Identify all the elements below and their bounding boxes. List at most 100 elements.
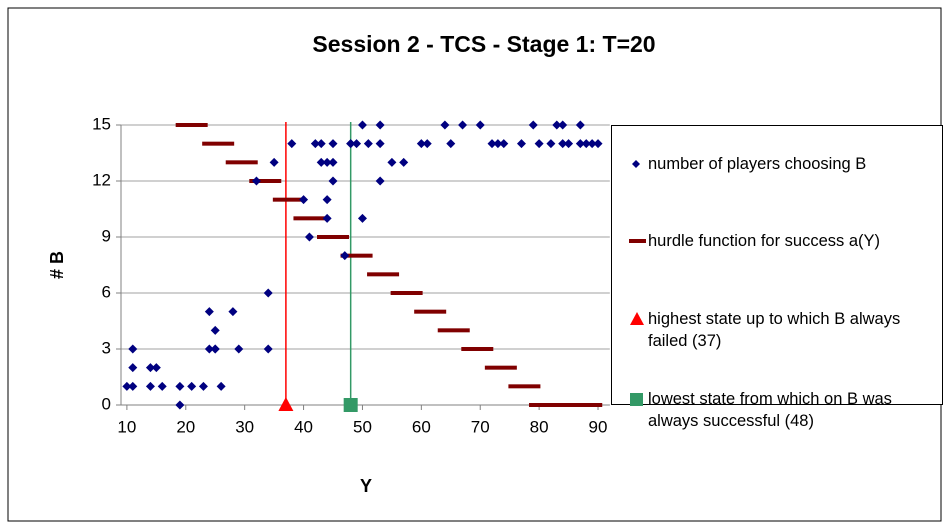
data-point (346, 139, 356, 149)
legend-entry: lowest state from which on B was always … (630, 388, 938, 432)
data-point (269, 157, 279, 167)
data-point (499, 139, 509, 149)
data-point (575, 139, 585, 149)
data-point (316, 139, 326, 149)
data-point (375, 139, 385, 149)
data-point (287, 139, 297, 149)
x-tick-label: 10 (117, 417, 136, 436)
hurdle-dash (414, 309, 447, 314)
data-point (363, 139, 373, 149)
hurdle-dash (202, 141, 235, 146)
x-tick-label: 80 (530, 417, 549, 436)
data-point (128, 363, 138, 373)
data-point (375, 176, 385, 186)
y-axis-label: # B (47, 251, 67, 279)
data-point (375, 120, 385, 130)
data-point (210, 344, 220, 354)
legend-swatch (630, 312, 644, 325)
data-point (234, 344, 244, 354)
legend-entry: hurdle function for success a(Y) (629, 230, 938, 252)
data-point (399, 157, 409, 167)
data-point (487, 139, 497, 149)
data-point (157, 381, 167, 391)
data-point (145, 381, 155, 391)
data-point (516, 139, 526, 149)
hurdle-dash (390, 291, 423, 295)
data-point (204, 307, 214, 317)
hurdle-dash (340, 253, 373, 258)
data-point (422, 139, 432, 149)
data-point (263, 344, 273, 354)
data-point (552, 120, 562, 130)
data-point (322, 213, 332, 223)
data-point (546, 139, 556, 149)
legend-icon (630, 312, 644, 325)
hurdle-dash (249, 179, 282, 183)
hurdle-dash (367, 272, 400, 277)
legend-label: hurdle function for success a(Y) (648, 232, 881, 250)
triangle-marker (278, 397, 294, 411)
y-tick-label: 15 (92, 114, 111, 133)
data-point (575, 120, 585, 130)
legend-swatch (629, 239, 646, 243)
y-tick-label: 6 (102, 282, 111, 301)
data-point (299, 195, 309, 205)
legend: number of players choosing B hurdle funct… (611, 125, 943, 430)
data-point (122, 381, 132, 391)
hurdle-dash (529, 403, 562, 407)
data-point (387, 157, 397, 167)
data-point (316, 157, 326, 167)
legend-entry: number of players choosing B (632, 153, 938, 175)
hurdle-dash (484, 365, 517, 370)
hurdle-dash (508, 384, 541, 389)
hurdle-dash (225, 160, 258, 165)
data-point (128, 344, 138, 354)
data-point (328, 139, 338, 149)
data-point (145, 363, 155, 373)
x-tick-label: 40 (294, 417, 313, 436)
data-point (458, 120, 468, 130)
data-point (446, 139, 456, 149)
hurdle-dash (461, 347, 494, 351)
data-point (204, 344, 214, 354)
data-point (151, 363, 161, 373)
data-point (558, 120, 568, 130)
data-point (328, 176, 338, 186)
data-point (340, 251, 350, 261)
data-point (587, 139, 597, 149)
x-tick-label: 70 (471, 417, 490, 436)
data-point (593, 139, 603, 149)
data-point (493, 139, 503, 149)
x-tick-label: 90 (589, 417, 608, 436)
data-point (198, 381, 208, 391)
legend-entry: highest state up to which B always faile… (630, 308, 938, 352)
data-point (322, 157, 332, 167)
data-point (357, 213, 367, 223)
legend-icon (629, 239, 646, 243)
data-point (416, 139, 426, 149)
legend-icon (632, 160, 640, 168)
data-point (440, 120, 450, 130)
data-point (228, 307, 238, 317)
data-point (564, 139, 574, 149)
data-point (263, 288, 273, 298)
data-point (216, 381, 226, 391)
data-point (352, 139, 362, 149)
legend-swatch (632, 160, 640, 168)
hurdle-dash (317, 235, 350, 239)
data-point (128, 381, 138, 391)
x-tick-label: 60 (412, 417, 431, 436)
data-point (558, 139, 568, 149)
data-point (534, 139, 544, 149)
data-point (528, 120, 538, 130)
chart-title: Session 2 - TCS - Stage 1: T=20 (312, 31, 655, 57)
legend-swatch (630, 393, 643, 406)
y-tick-label: 12 (92, 170, 111, 189)
legend-label: number of players choosing B (648, 155, 867, 173)
legend-label: lowest state from which on B was always … (648, 390, 892, 430)
data-point (210, 325, 220, 335)
x-axis-label: Y (360, 476, 372, 496)
hurdle-dash (293, 216, 326, 221)
data-point (322, 195, 332, 205)
